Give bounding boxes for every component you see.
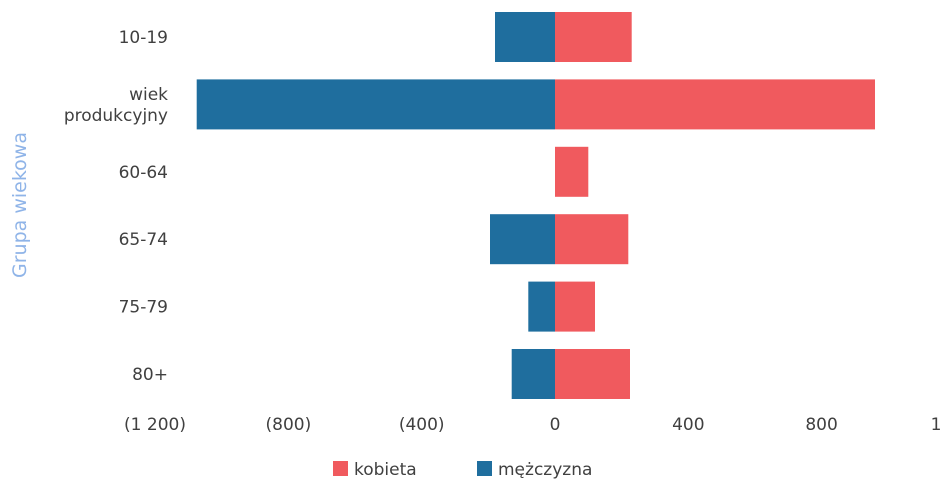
bar-mezczyzna-0	[495, 12, 555, 62]
category-label: 80+	[132, 365, 168, 385]
category-label: 60-64	[119, 163, 168, 183]
x-tick-label: 400	[672, 415, 704, 435]
bar-kobieta-3	[555, 214, 629, 265]
x-tick-label: (1 200)	[124, 415, 186, 435]
category-label: 10-19	[119, 28, 168, 48]
category-labels: 10-19 wiek produkcyjny 60-64 65-74 75-79 80+	[64, 28, 168, 385]
category-label: wiek produkcyjny	[64, 85, 168, 126]
legend-swatch-kobieta	[333, 461, 348, 476]
y-axis-title: Grupa wiekowa	[9, 132, 31, 278]
category-label: 75-79	[119, 298, 168, 318]
bar-mezczyzna-4	[528, 281, 555, 332]
x-tick-label: (800)	[266, 415, 312, 435]
legend-label-kobieta: kobieta	[354, 460, 417, 480]
legend-swatch-mezczyzna	[477, 461, 492, 476]
x-tick-label: 1 200	[931, 415, 947, 435]
x-tick-label: (400)	[399, 415, 445, 435]
bars-group	[196, 12, 875, 399]
bar-kobieta-1	[555, 79, 875, 130]
bar-kobieta-2	[555, 146, 589, 197]
x-tick-label: 800	[805, 415, 837, 435]
legend-label-mezczyzna: mężczyzna	[498, 460, 592, 480]
x-tick-labels: (1 200) (800) (400) 0 400 800 1 200	[124, 415, 947, 435]
bar-kobieta-0	[555, 12, 632, 62]
bar-kobieta-5	[555, 349, 630, 399]
bar-mezczyzna-5	[511, 349, 555, 399]
legend: kobieta mężczyzna	[333, 460, 592, 480]
bar-kobieta-4	[555, 281, 595, 332]
bar-mezczyzna-3	[490, 214, 555, 265]
bar-mezczyzna-1	[196, 79, 555, 130]
category-label: 65-74	[119, 230, 168, 250]
x-tick-label: 0	[550, 415, 561, 435]
